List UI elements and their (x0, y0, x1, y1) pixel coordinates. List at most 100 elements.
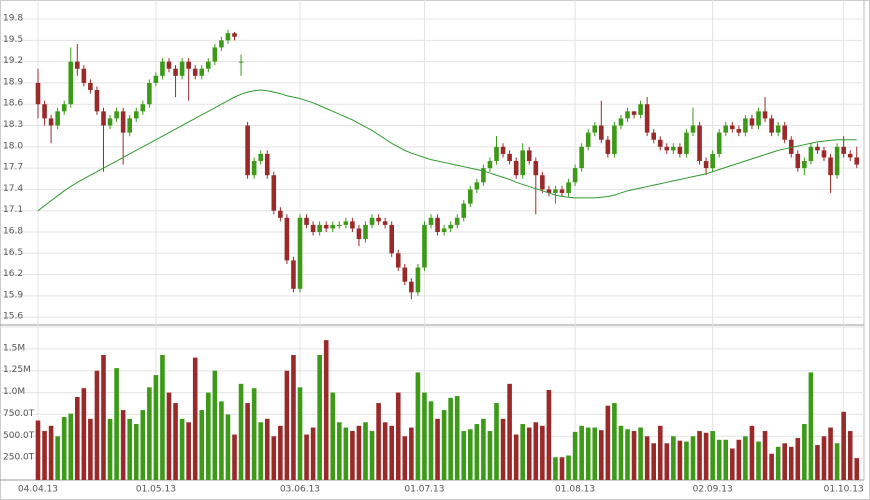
candle-body (415, 267, 421, 293)
candle-body (644, 104, 650, 133)
volume-bar (644, 436, 650, 480)
volume-bar (690, 436, 696, 480)
candle-body (762, 111, 768, 119)
candle-body (101, 111, 106, 126)
y-tick-label: 18.9 (3, 77, 23, 87)
volume-bar (402, 436, 408, 480)
volume-bar (114, 368, 119, 480)
candle-body (258, 153, 263, 162)
volume-bar (559, 457, 565, 480)
candle-body (271, 175, 277, 211)
volume-bar (454, 396, 460, 480)
candle-body (107, 118, 113, 126)
volume-bar (841, 411, 846, 480)
volume-bar (599, 430, 604, 480)
volume-bar (284, 370, 290, 480)
x-tick-label: 02.09.13 (693, 485, 733, 495)
volume-bar (834, 443, 840, 480)
volume-bar (566, 455, 571, 480)
volume-bar (61, 417, 67, 480)
volume-bar (651, 443, 656, 480)
volume-bar (585, 427, 591, 480)
candle-body (304, 217, 309, 225)
candle-body (310, 224, 316, 233)
candle-body (487, 161, 493, 169)
candle-body (618, 118, 624, 126)
y-tick-label: 17.4 (3, 184, 23, 194)
candle-body (114, 111, 119, 119)
candle-body (153, 75, 159, 83)
y-tick-label: 18.3 (3, 120, 23, 130)
volume-bar (775, 446, 781, 480)
candle-body (323, 224, 329, 229)
candle-body (350, 221, 355, 229)
candle-body (756, 111, 761, 126)
candle-body (251, 161, 257, 176)
candle-body (743, 118, 748, 133)
volume-bar (330, 392, 336, 480)
candle-body (657, 139, 663, 147)
volume-bar (251, 388, 257, 480)
candle-body (651, 132, 656, 140)
candle-body (48, 118, 54, 126)
candle-body (526, 150, 532, 162)
candle-body (546, 189, 552, 193)
candle-body (730, 125, 735, 130)
x-tick-label: 01.08.13 (555, 485, 595, 495)
volume-bar (749, 425, 755, 480)
x-tick-label: 01.05.13 (136, 485, 176, 495)
candle-body (468, 189, 473, 204)
candle-body (395, 253, 401, 268)
volume-bar (546, 389, 552, 480)
candle-body (697, 125, 702, 162)
y-tick-label: 19.5 (3, 35, 23, 45)
candle-body (788, 139, 794, 154)
candle-body (815, 146, 820, 151)
candle-body (186, 61, 191, 69)
volume-bar (166, 392, 172, 480)
volume-bar (369, 431, 375, 480)
candle-body (147, 82, 152, 105)
candle-body (664, 146, 670, 151)
volume-bar (350, 431, 355, 480)
candle-body (160, 61, 165, 76)
candle-body (284, 217, 290, 261)
candle-body (677, 146, 683, 154)
candle-body (330, 224, 336, 229)
candle-body (828, 157, 833, 176)
volume-bar (363, 422, 368, 480)
volume-bar (625, 429, 630, 480)
volume-bar (507, 383, 512, 480)
candle-body (448, 224, 453, 229)
candle-body (363, 224, 368, 240)
candle-body (206, 61, 211, 69)
candle-body (127, 118, 132, 133)
candle-body (166, 61, 172, 69)
candle-body (435, 217, 440, 233)
candle-body (520, 150, 525, 176)
candle-body (625, 111, 630, 119)
candle-body (474, 182, 480, 190)
candle-body (297, 217, 303, 289)
volume-bar (638, 427, 643, 480)
y-tick-label: 16.2 (3, 269, 23, 279)
candle-body (337, 224, 342, 226)
volume-bar (395, 392, 401, 480)
volume-bar (160, 354, 165, 480)
volume-bar (264, 418, 270, 480)
y-tick-label: 16.8 (3, 227, 23, 237)
candle-body (428, 217, 434, 225)
volume-bar (422, 392, 427, 480)
volume-bar (782, 443, 787, 480)
volume-bar (382, 422, 388, 480)
volume-bar (94, 370, 100, 480)
volume-bar (179, 418, 185, 480)
y-tick-label: 18.6 (3, 99, 23, 109)
volume-bar (409, 427, 414, 480)
volume-bar (81, 388, 87, 480)
candle-body (88, 82, 93, 91)
candle-body (278, 210, 283, 218)
candle-body (140, 104, 146, 112)
volume-bar (212, 370, 218, 480)
candle-body (847, 153, 853, 158)
